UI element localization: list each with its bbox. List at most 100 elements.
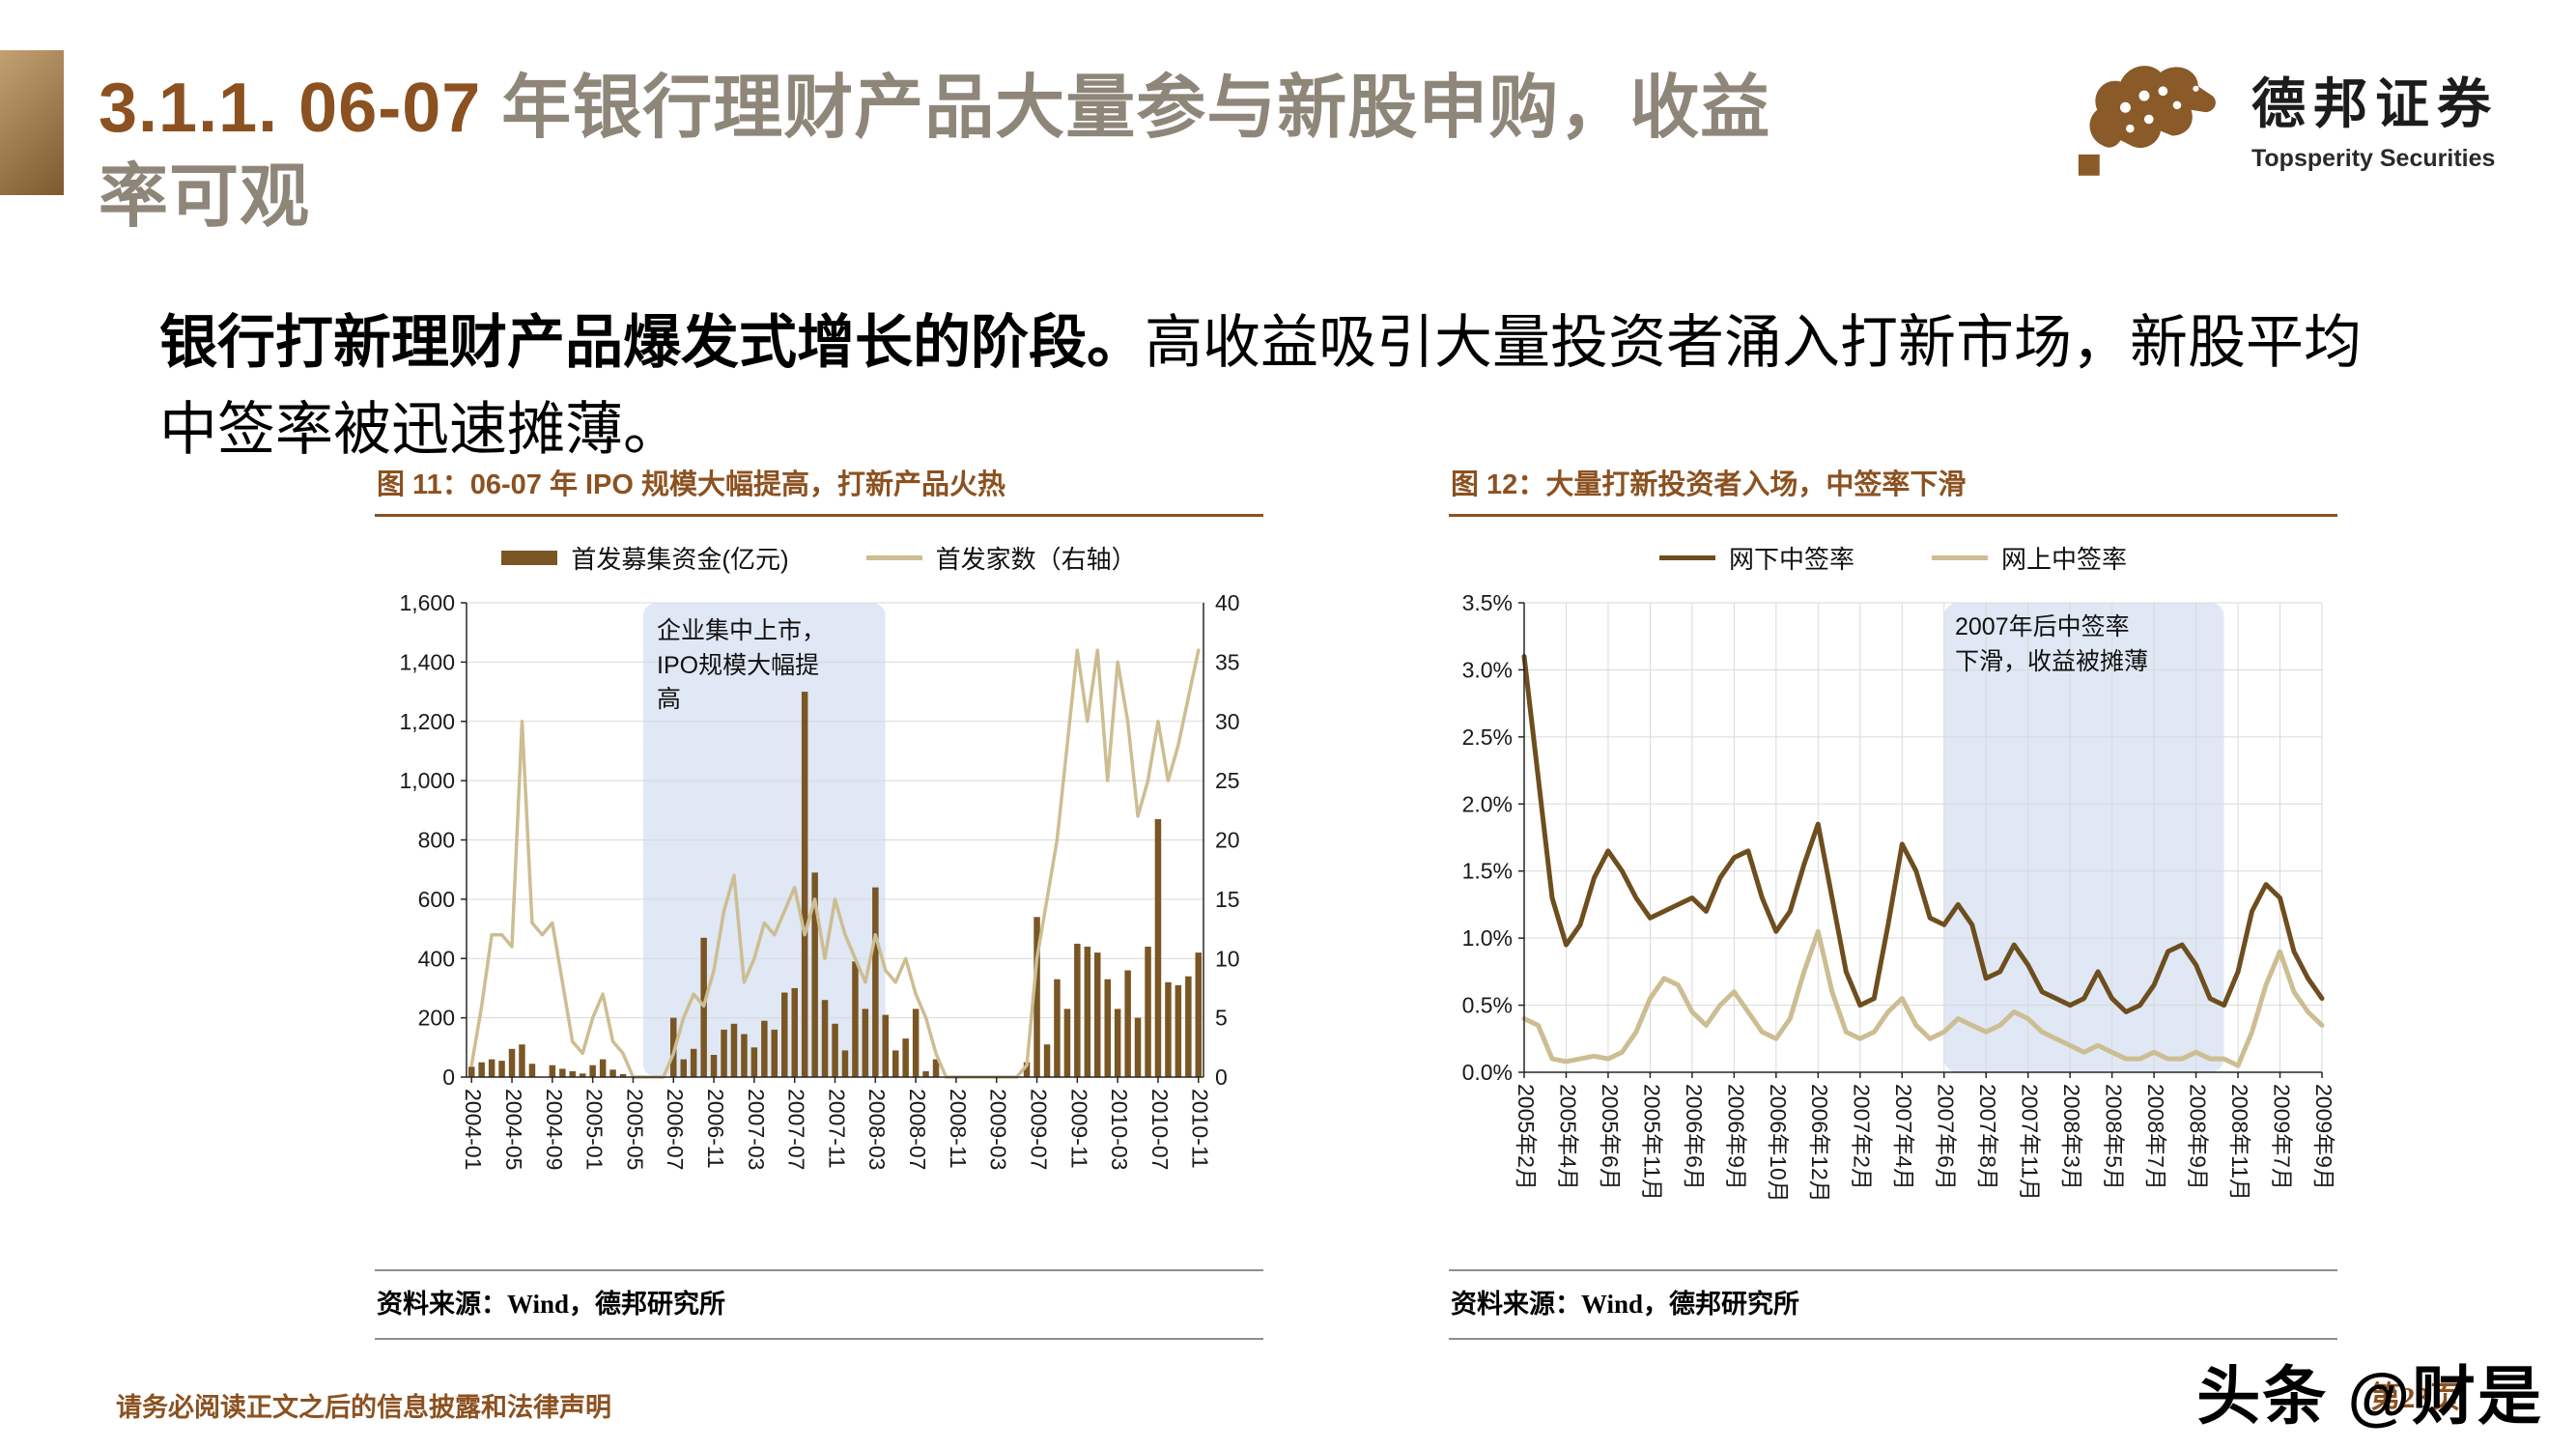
svg-text:2007年6月: 2007年6月	[1934, 1084, 1959, 1190]
svg-text:2010-11: 2010-11	[1188, 1089, 1213, 1169]
watermark: 头条 @财是	[2196, 1360, 2543, 1432]
lottery-rate-line-chart: 0.0% 0.5% 1.0% 1.5% 2.0% 2.5% 3.0% 3.5% 2005年2月 2…	[1462, 590, 2336, 1203]
svg-text:3.5%: 3.5%	[1462, 590, 1513, 615]
svg-text:2005年11月: 2005年11月	[1639, 1084, 1664, 1201]
figure-title: 图 11：06-07 年 IPO 规模大幅提高，打新产品火热	[377, 469, 1006, 500]
svg-text:2.5%: 2.5%	[1462, 724, 1513, 750]
svg-text:25: 25	[1215, 768, 1240, 793]
chart-annotation: 2007年后中签率下滑，收益被摊薄	[1955, 613, 2149, 675]
svg-text:0.0%: 0.0%	[1462, 1060, 1513, 1085]
svg-text:2007年8月: 2007年8月	[1975, 1084, 2000, 1190]
svg-text:800: 800	[418, 828, 455, 853]
svg-text:2008-03: 2008-03	[864, 1089, 890, 1170]
chart-annotation: 企业集中上市，IPO规模大幅提高	[657, 617, 827, 713]
brand-logo: 德邦证券 Topsperity Securities	[2074, 46, 2499, 187]
svg-text:2007-03: 2007-03	[744, 1089, 769, 1170]
svg-text:2006年12月: 2006年12月	[1807, 1084, 1832, 1203]
svg-text:400: 400	[418, 946, 455, 971]
page-title-number: 3.1.1. 06-07	[99, 70, 502, 148]
figures-row: 图 11：06-07 年 IPO 规模大幅提高，打新产品火热 首发募集资金(亿元…	[375, 462, 2337, 1340]
legend-swatch-line	[1932, 555, 1988, 560]
svg-text:2008-11: 2008-11	[946, 1089, 971, 1169]
svg-text:1,200: 1,200	[399, 709, 455, 734]
svg-text:2008年11月: 2008年11月	[2227, 1084, 2252, 1201]
legend-label: 网上中签率	[2001, 545, 2128, 574]
svg-text:2005-01: 2005-01	[582, 1089, 608, 1170]
svg-text:2009-03: 2009-03	[986, 1089, 1011, 1170]
svg-text:2006年9月: 2006年9月	[1723, 1084, 1748, 1190]
svg-text:600: 600	[418, 887, 455, 912]
svg-text:2008-07: 2008-07	[905, 1089, 930, 1170]
svg-text:2009年7月: 2009年7月	[2269, 1084, 2294, 1190]
svg-text:0: 0	[442, 1065, 455, 1090]
brand-name-en: Topsperity Securities	[2251, 145, 2496, 172]
page-title: 3.1.1. 06-07 年银行理财产品大量参与新股申购，收益率可观	[99, 64, 1827, 242]
svg-text:2007-07: 2007-07	[784, 1089, 809, 1170]
svg-text:2005-05: 2005-05	[622, 1089, 647, 1170]
chart-legend: 网下中签率 网上中签率	[1449, 540, 2337, 576]
svg-text:10: 10	[1215, 946, 1240, 971]
chart-area: 0.0% 0.5% 1.0% 1.5% 2.0% 2.5% 3.0% 3.5% 2005年2月 2…	[1449, 589, 2337, 1265]
svg-text:2009-07: 2009-07	[1026, 1089, 1051, 1170]
svg-text:2010-07: 2010-07	[1147, 1089, 1173, 1170]
legend-item: 网上中签率	[1932, 540, 2127, 576]
svg-text:2004-09: 2004-09	[542, 1089, 567, 1170]
chart-legend: 首发募集资金(亿元) 首发家数（右轴）	[375, 540, 1263, 576]
legend-swatch-rect	[501, 551, 558, 565]
disclaimer-text: 请务必阅读正文之后的信息披露和法律声明	[116, 1393, 611, 1422]
figure-source: 资料来源：Wind，德邦研究所	[1451, 1290, 1800, 1319]
svg-text:2008年7月: 2008年7月	[2143, 1084, 2168, 1190]
figure-source: 资料来源：Wind，德邦研究所	[377, 1290, 726, 1319]
svg-text:2006-11: 2006-11	[703, 1089, 728, 1169]
svg-text:40: 40	[1215, 590, 1240, 615]
divider	[1449, 1338, 2337, 1340]
svg-text:2004-01: 2004-01	[461, 1089, 486, 1170]
body-paragraph-rest: 高收益吸引大量投资者涌入打新市场，新股平均中签率被迅速摊薄。	[159, 311, 2362, 462]
svg-text:2009-11: 2009-11	[1066, 1089, 1091, 1169]
svg-text:2009年9月: 2009年9月	[2311, 1084, 2336, 1190]
svg-text:2007年11月: 2007年11月	[2018, 1084, 2043, 1201]
svg-text:0.5%: 0.5%	[1462, 993, 1513, 1018]
legend-label: 网下中签率	[1728, 545, 1854, 574]
svg-text:2010-03: 2010-03	[1107, 1089, 1132, 1170]
svg-text:2005年6月: 2005年6月	[1598, 1084, 1623, 1190]
svg-text:2008年5月: 2008年5月	[2102, 1084, 2127, 1190]
legend-item: 首发家数（右轴）	[865, 540, 1137, 576]
divider	[375, 1338, 1263, 1340]
svg-text:200: 200	[418, 1006, 455, 1031]
legend-swatch-line	[1658, 555, 1715, 560]
page-title-text: 年银行理财产品大量参与新股申购，收益率可观	[99, 70, 1771, 237]
legend-label: 首发家数（右轴）	[935, 545, 1137, 574]
divider	[1449, 1269, 2337, 1271]
svg-text:35: 35	[1215, 649, 1240, 674]
svg-text:1,400: 1,400	[399, 649, 455, 674]
svg-text:2.0%: 2.0%	[1462, 791, 1513, 816]
svg-text:0: 0	[1215, 1065, 1228, 1090]
divider	[1449, 514, 2337, 517]
svg-text:2007年4月: 2007年4月	[1891, 1084, 1916, 1190]
legend-item: 网下中签率	[1658, 540, 1854, 576]
divider	[375, 1269, 1263, 1271]
svg-text:2006年10月: 2006年10月	[1766, 1084, 1791, 1203]
title-accent-block	[0, 50, 64, 195]
svg-text:2008年3月: 2008年3月	[2059, 1084, 2084, 1190]
svg-text:2008年9月: 2008年9月	[2186, 1084, 2211, 1190]
svg-text:20: 20	[1215, 828, 1240, 853]
svg-text:2005年4月: 2005年4月	[1555, 1084, 1580, 1190]
svg-text:2004-05: 2004-05	[501, 1089, 526, 1170]
svg-text:1.5%: 1.5%	[1462, 859, 1513, 884]
figure-title: 图 12：大量打新投资者入场，中签率下滑	[1451, 469, 1967, 500]
legend-label: 首发募集资金(亿元)	[571, 545, 789, 574]
svg-text:5: 5	[1215, 1006, 1228, 1031]
svg-text:15: 15	[1215, 887, 1240, 912]
svg-text:2006年6月: 2006年6月	[1682, 1084, 1707, 1190]
svg-text:1,600: 1,600	[399, 590, 455, 615]
figure-12-panel: 图 12：大量打新投资者入场，中签率下滑 网下中签率 网上中签率 0.0% 0.5%…	[1449, 462, 2337, 1340]
divider	[375, 514, 1263, 517]
svg-text:1,000: 1,000	[399, 768, 455, 793]
body-paragraph: 银行打新理财产品爆发式增长的阶段。高收益吸引大量投资者涌入打新市场，新股平均中签…	[159, 299, 2391, 473]
svg-text:2006-07: 2006-07	[663, 1089, 688, 1170]
svg-text:2007年2月: 2007年2月	[1850, 1084, 1875, 1190]
brand-name-cn: 德邦证券	[2251, 73, 2499, 134]
